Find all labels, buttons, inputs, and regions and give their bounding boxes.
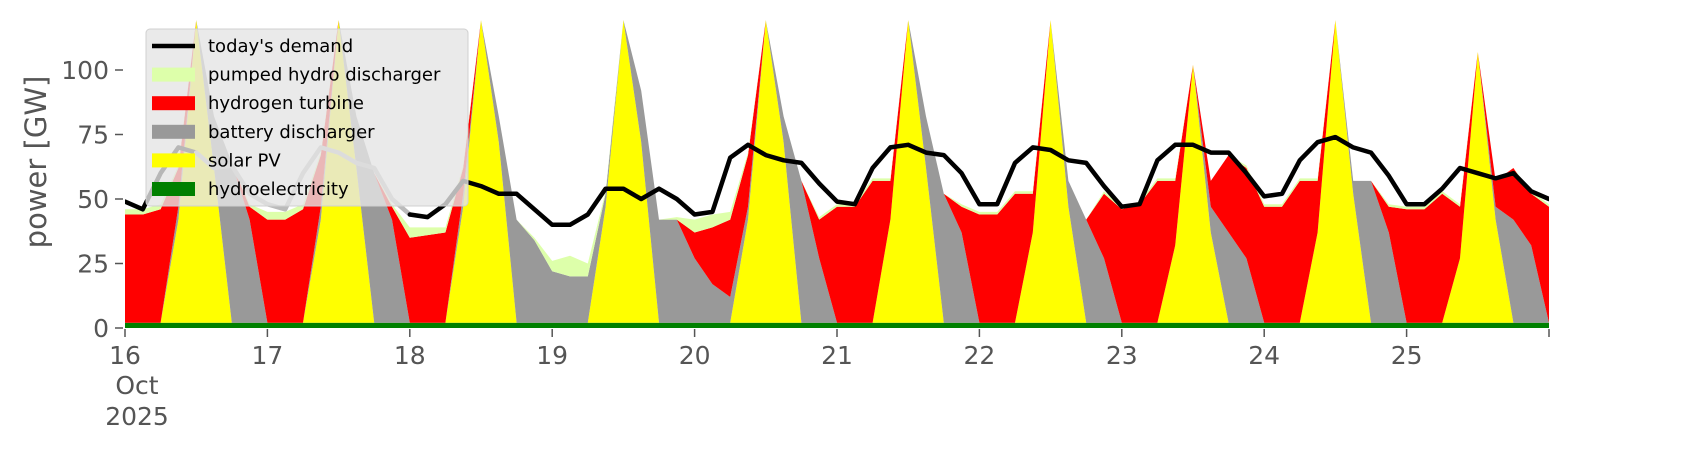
demand-line-after [407, 134, 1549, 228]
legend-label-solar-pv: solar PV [208, 150, 281, 171]
x-tick-label: 16 [109, 341, 141, 370]
y-tick-label: 100 [61, 56, 109, 85]
x-tick-label: 24 [1248, 341, 1280, 370]
legend-swatch-solar-pv [152, 153, 195, 168]
x-tick-sublabel: Oct [115, 371, 158, 400]
x-tick-sublabel: 2025 [105, 402, 169, 431]
legend-label-battery-discharger: battery discharger [208, 122, 375, 143]
legend-swatch-battery-discharger [152, 124, 195, 139]
legend: today's demand pumped hydro discharger hyd… [145, 28, 469, 207]
y-tick-label: 25 [77, 250, 109, 279]
legend-label-hydrogen-turbine: hydrogen turbine [208, 93, 364, 114]
legend-label-today-s-demand: today's demand [208, 36, 353, 57]
stacked-areas [125, 20, 1549, 328]
x-tick-label: 20 [679, 341, 711, 370]
y-tick-label: 75 [77, 121, 109, 150]
legend-box [145, 28, 469, 207]
x-tick-label: 21 [821, 341, 853, 370]
legend-swatch-pumped-hydro-discharger [152, 67, 195, 82]
y-axis: 0 25 50 75 100 [61, 56, 123, 343]
x-tick-label: 23 [1106, 341, 1138, 370]
legend-swatch-hydroelectricity [152, 182, 195, 196]
area-solar-pv [125, 20, 1549, 323]
legend-label-hydroelectricity: hydroelectricity [208, 179, 349, 200]
x-tick-label: 18 [394, 341, 426, 370]
y-tick-label: 50 [77, 185, 109, 214]
area-hydroelectricity [125, 322, 1549, 328]
x-tick-label: 25 [1391, 341, 1423, 370]
x-tick-label: 22 [963, 341, 995, 370]
x-tick-label: 19 [536, 341, 568, 370]
legend-label-pumped-hydro-discharger: pumped hydro discharger [208, 65, 441, 86]
y-tick-label: 0 [93, 314, 109, 343]
legend-swatch-hydrogen-turbine [152, 96, 195, 111]
area-hydrogen-turbine [125, 20, 1549, 323]
x-tick-label: 17 [251, 341, 283, 370]
y-axis-title: power [GW] [19, 76, 53, 249]
